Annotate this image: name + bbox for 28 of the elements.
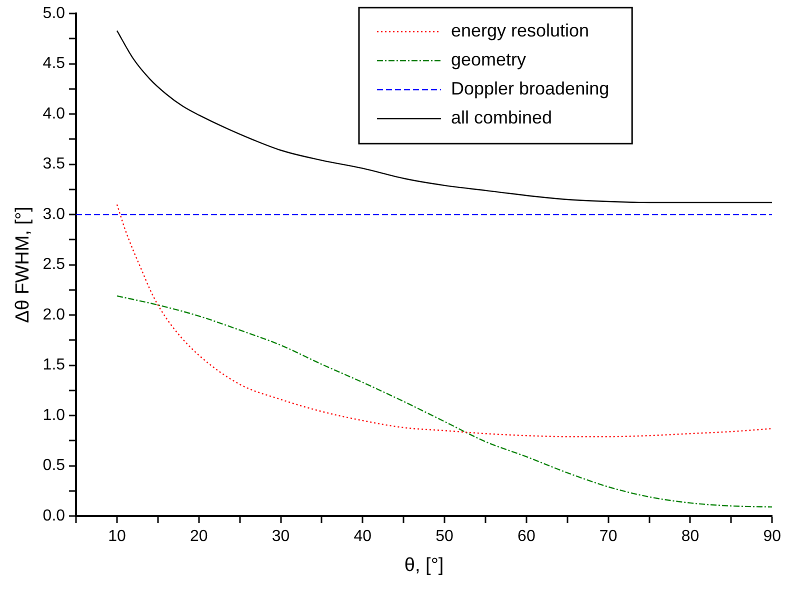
x-tick-label: 60: [518, 528, 536, 546]
y-tick-label: 3.0: [42, 206, 66, 223]
y-tick-label: 2.0: [42, 306, 66, 324]
y-tick-label: 5.0: [42, 5, 66, 22]
x-tick-label: 90: [763, 528, 782, 546]
y-tick-label: 3.5: [42, 156, 66, 173]
y-tick-label: 0.0: [42, 507, 66, 524]
x-tick-label: 80: [681, 528, 700, 546]
y-tick-label: 4.0: [42, 105, 66, 122]
y-tick-label: 4.5: [42, 55, 66, 72]
line-series: [116, 295, 772, 508]
x-tick-label: 10: [108, 528, 126, 546]
x-axis-title: θ, [°]: [404, 554, 444, 576]
y-tick-label: 2.5: [42, 256, 66, 274]
y-tick-label: 1.5: [42, 356, 66, 374]
legend-label: all combined: [450, 108, 552, 128]
y-tick-label: 0.5: [42, 457, 66, 474]
legend-label: energy resolution: [450, 20, 590, 41]
x-tick-label: 30: [272, 528, 290, 546]
y-axis-title: Δθ FWHM, [°]: [12, 206, 34, 323]
x-tick-label: 20: [190, 528, 208, 546]
x-tick-label: 40: [354, 528, 372, 546]
line-series: [116, 204, 772, 438]
x-tick-label: 70: [599, 528, 618, 546]
x-tick-label: 50: [436, 528, 454, 546]
y-tick-label: 1.0: [42, 406, 66, 424]
legend-label: geometry: [450, 50, 526, 70]
legend-label: Doppler broadening: [450, 78, 610, 99]
